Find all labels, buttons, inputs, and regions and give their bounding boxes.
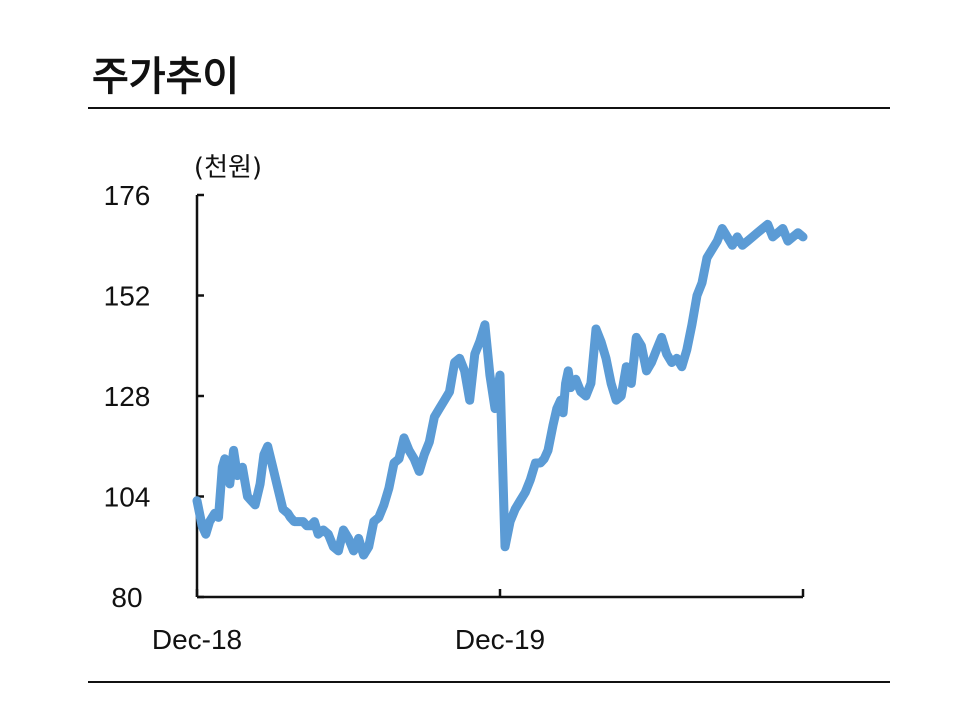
y-tick-label: 104 xyxy=(104,482,151,513)
y-tick-label: 80 xyxy=(111,582,142,613)
price-series-line xyxy=(192,219,808,560)
y-axis-unit-label: (천원) xyxy=(194,153,262,183)
x-tick-label: Dec-19 xyxy=(455,624,545,655)
chart-title: 주가추이 xyxy=(92,54,240,100)
x-axis-ticks: Dec-18 Dec-19 xyxy=(152,589,545,655)
title-divider xyxy=(88,107,890,109)
y-tick-label: 128 xyxy=(104,381,151,412)
y-tick-label: 176 xyxy=(104,180,151,211)
bottom-divider xyxy=(88,681,890,683)
y-axis-ticks: 80 104 128 152 176 xyxy=(104,180,204,613)
x-tick-label: Dec-18 xyxy=(152,624,242,655)
y-tick-label: 152 xyxy=(104,281,151,312)
